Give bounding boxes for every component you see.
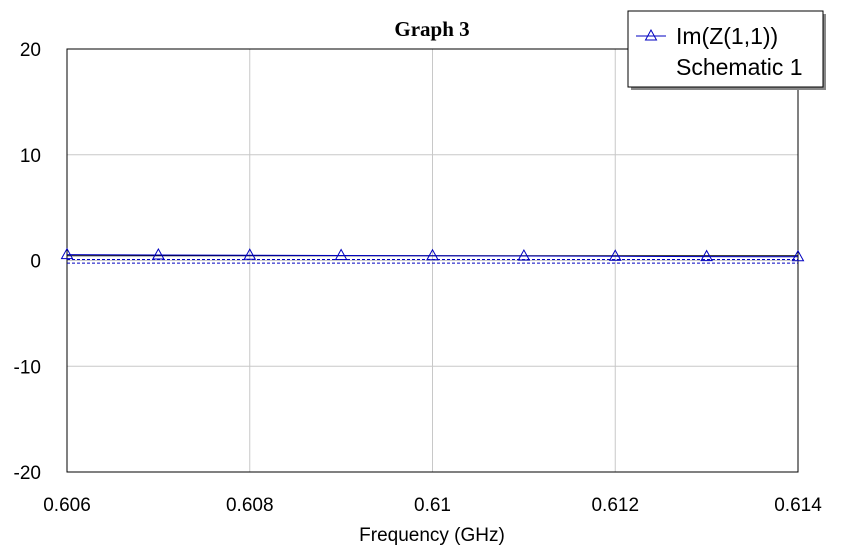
- legend-series-source: Schematic 1: [676, 54, 803, 80]
- x-tick-label: 0.614: [774, 495, 822, 516]
- y-axis-ticks: 20 10 0 -10 -20: [14, 40, 41, 484]
- series-line: [66, 254, 799, 258]
- x-tick-label: 0.612: [591, 495, 639, 516]
- x-axis-label: Frequency (GHz): [359, 525, 505, 546]
- triangle-data-point: [60, 247, 74, 260]
- triangle-data-point: [426, 248, 439, 261]
- triangle-data-point: [517, 249, 531, 261]
- triangle-data-point: [334, 248, 348, 261]
- legend-series-name: Im(Z(1,1)): [676, 23, 778, 49]
- chart-title: Graph 3: [394, 17, 469, 41]
- legend-triangle-marker-icon: [644, 28, 658, 41]
- x-tick-label: 0.61: [414, 495, 451, 516]
- x-axis-ticks: 0.606 0.608 0.61 0.612 0.614: [43, 495, 822, 516]
- x-tick-label: 0.606: [43, 495, 91, 516]
- x-tick-label: 0.608: [226, 495, 274, 516]
- y-tick-label: -10: [14, 357, 41, 378]
- legend[interactable]: Im(Z(1,1)) Schematic 1: [627, 10, 826, 90]
- grid: [66, 48, 799, 473]
- y-tick-label: 20: [20, 40, 41, 61]
- triangle-data-point: [152, 247, 165, 260]
- y-tick-label: -20: [14, 463, 41, 484]
- triangle-data-point: [608, 249, 622, 261]
- y-tick-label: 0: [30, 252, 41, 273]
- triangle-data-point: [243, 248, 257, 260]
- legend-box: [627, 10, 824, 88]
- triangle-data-point: [700, 249, 713, 262]
- triangle-data-point: [791, 249, 805, 262]
- series-layer: [60, 247, 805, 262]
- y-tick-label: 10: [20, 146, 41, 167]
